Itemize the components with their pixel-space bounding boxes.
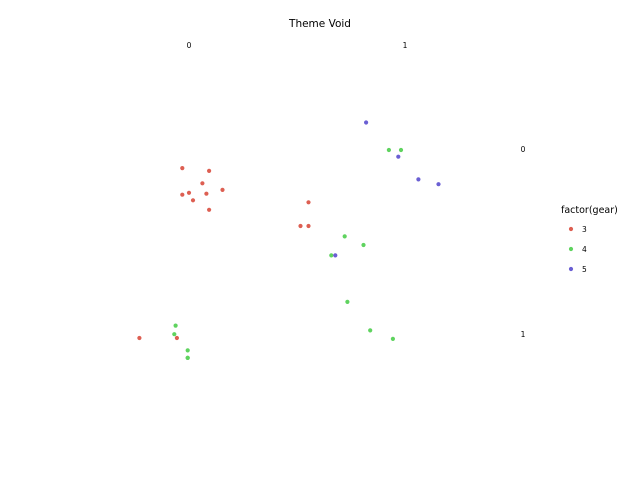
point-gear-3 [306,223,311,229]
facet-row-label-0: 0 [521,145,526,154]
legend-key-4 [568,246,574,252]
legend-key-5 [568,266,574,272]
point-gear-4 [368,328,373,333]
point-gear-3 [306,200,311,205]
point-gear-4 [398,147,404,153]
legend-label-5: 5 [582,265,587,274]
point-gear-5 [333,253,338,258]
point-gear-4 [185,348,190,353]
point-gear-3 [207,207,212,212]
point-gear-5 [364,120,369,125]
point-gear-3 [220,187,225,192]
point-gear-3 [180,166,185,171]
legend-label-4: 4 [582,245,587,254]
point-gear-4 [185,355,190,360]
chart-title: Theme Void [288,18,351,30]
point-gear-3 [190,198,196,203]
point-gear-4 [386,147,391,153]
facet-row-label-1: 1 [521,330,526,339]
point-gear-3 [200,181,205,186]
point-gear-3 [298,223,303,229]
point-gear-3 [204,191,209,196]
point-gear-4 [172,332,177,337]
point-gear-3 [137,335,142,341]
point-gear-3 [186,190,192,195]
facet-col-label-1: 1 [403,41,408,50]
facet-col-label-0: 0 [187,41,192,50]
scatter-panels [137,120,441,360]
point-gear-4 [361,242,366,248]
point-gear-4 [173,323,178,328]
legend: factor(gear) 3 4 5 [561,205,618,274]
point-gear-4 [329,253,334,258]
legend-title: factor(gear) [561,205,618,216]
point-gear-5 [396,154,401,159]
point-gear-5 [416,177,421,182]
point-gear-3 [207,168,212,173]
point-gear-5 [436,182,441,187]
legend-key-3 [568,226,574,232]
point-gear-4 [345,299,350,304]
point-gear-4 [390,336,395,341]
legend-label-3: 3 [582,225,587,234]
point-gear-3 [174,335,179,341]
point-gear-4 [342,234,347,239]
point-gear-3 [180,192,185,197]
